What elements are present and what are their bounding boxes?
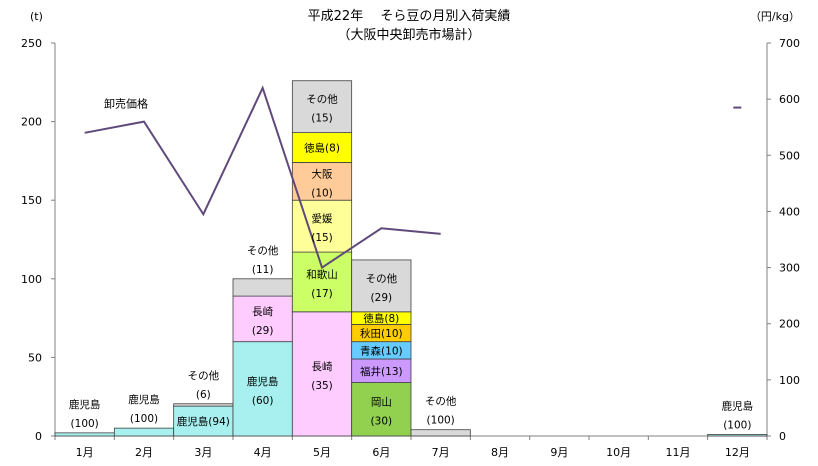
x-tick-label: 8月 (491, 446, 509, 459)
left-tick-label: 100 (21, 273, 42, 286)
x-tick-label: 3月 (194, 446, 212, 459)
bar-label: その他 (188, 369, 220, 382)
bar-segment (411, 430, 470, 436)
price-line-path (85, 88, 441, 268)
x-tick-label: 10月 (606, 446, 631, 459)
right-axis-unit: （円/kg） (750, 10, 800, 23)
bar-label-share: (29) (371, 292, 393, 304)
bar-label-share: (60) (252, 395, 274, 407)
bar-label: 福井(13) (360, 365, 403, 378)
bar-label: 鹿児島 (128, 393, 160, 406)
x-tick-label: 12月 (725, 446, 750, 459)
bar-segment (708, 434, 767, 436)
bar-label-share: (15) (311, 113, 333, 125)
bar-segment (233, 342, 292, 436)
bar-label: その他 (366, 272, 398, 285)
right-tick-label: 700 (779, 37, 800, 50)
bar-label-share: (100) (427, 415, 455, 427)
bar-label: その他 (247, 244, 279, 257)
bar-segment (233, 279, 292, 296)
bar-label-share: (35) (311, 380, 333, 392)
bar-label-share: (30) (371, 415, 393, 427)
x-tick-label: 7月 (432, 446, 450, 459)
left-tick-label: 150 (21, 194, 42, 207)
left-axis-unit: (t) (30, 10, 43, 23)
bar-label-share: (29) (252, 325, 274, 337)
x-tick-label: 2月 (135, 446, 153, 459)
bar-label-share: (100) (130, 413, 158, 425)
bar-label: その他 (306, 93, 338, 106)
bar-label-share: (15) (311, 232, 333, 244)
bar-segment (55, 433, 114, 436)
bar-label-share: (11) (252, 264, 274, 276)
left-tick-label: 200 (21, 116, 42, 129)
bar-label-share: (100) (71, 418, 99, 430)
bar-segment (174, 404, 233, 406)
left-tick-label: 250 (21, 37, 42, 50)
right-tick-label: 300 (779, 262, 800, 275)
right-tick-label: 100 (779, 374, 800, 387)
right-tick-label: 500 (779, 149, 800, 162)
bar-segment (114, 428, 173, 436)
bar-label: 愛媛 (312, 212, 333, 225)
bar-label-share: (10) (311, 187, 333, 199)
left-tick-label: 50 (28, 351, 42, 364)
bars (55, 81, 767, 436)
price-line-label: 卸売価格 (104, 97, 148, 111)
right-tick-label: 400 (779, 205, 800, 218)
bar-segment (292, 81, 351, 133)
bar-label: 大阪 (312, 167, 333, 180)
bar-label: 和歌山 (306, 268, 338, 281)
right-tick-label: 600 (779, 93, 800, 106)
bar-label-share: (17) (311, 288, 333, 300)
bar-label: 鹿児島 (69, 398, 101, 411)
price-line: 卸売価格 (85, 88, 742, 268)
bar-segment (352, 383, 411, 436)
bar-label: 鹿児島 (247, 375, 279, 388)
x-tick-label: 5月 (313, 446, 331, 459)
bar-label: 青森(10) (360, 344, 403, 357)
bar-label: 鹿児島(94) (177, 415, 230, 428)
right-tick-label: 0 (779, 430, 786, 443)
bar-segment (352, 260, 411, 312)
bar-label: 岡山 (371, 396, 392, 408)
bar-label-share: (6) (196, 389, 211, 401)
bar-label: 長崎 (312, 360, 333, 373)
chart-subtitle: （大阪中央卸売市場計） (337, 27, 480, 43)
x-tick-label: 4月 (254, 446, 272, 459)
bar-label: 秋田(10) (360, 327, 403, 340)
chart-title: 平成22年 そら豆の月別入荷実績 (308, 8, 511, 24)
x-tick-label: 9月 (550, 446, 568, 459)
bar-label: 鹿児島 (722, 399, 754, 412)
right-tick-label: 200 (779, 318, 800, 331)
bar-segment (292, 252, 351, 312)
x-tick-label: 11月 (666, 446, 691, 459)
x-tick-label: 6月 (372, 446, 390, 459)
x-tick-label: 1月 (76, 446, 94, 459)
left-tick-label: 0 (35, 430, 42, 443)
bar-label: 徳島(8) (363, 312, 399, 325)
bar-label: 徳島(8) (304, 142, 340, 155)
bar-label-share: (100) (723, 419, 751, 431)
bar-label: その他 (425, 395, 457, 408)
bar-label: 長崎 (252, 305, 273, 318)
bar-segment (292, 312, 351, 436)
bar-segment (292, 200, 351, 252)
